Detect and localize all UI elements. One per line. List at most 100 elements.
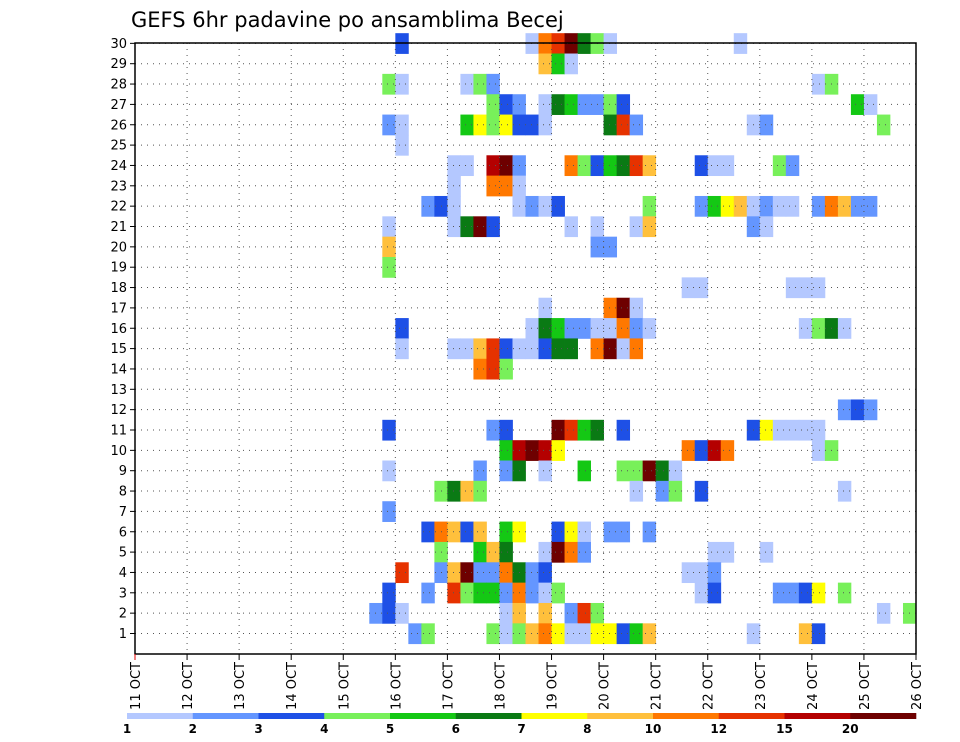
heatmap-cell	[538, 582, 552, 604]
heatmap-cell	[577, 521, 591, 543]
heatmap-cell	[616, 318, 631, 339]
heatmap-cell	[421, 582, 435, 604]
heatmap-cell	[629, 155, 644, 177]
heatmap-cell	[551, 521, 565, 543]
heatmap-cell	[473, 521, 487, 543]
colorbar-swatch	[390, 713, 457, 719]
x-tick-label: 22 OCT	[702, 662, 717, 710]
heatmap-cell	[382, 257, 396, 278]
heatmap-cell	[616, 94, 631, 115]
heatmap-cell	[473, 73, 487, 95]
heatmap-cell	[551, 94, 565, 115]
heatmap-cell	[642, 318, 657, 339]
heatmap-cell	[850, 399, 865, 421]
heatmap-cell	[538, 318, 552, 339]
heatmap-cell	[486, 582, 500, 604]
heatmap-cell	[473, 216, 487, 238]
heatmap-cell	[785, 155, 800, 177]
heatmap-cell	[655, 460, 670, 482]
heatmap-cell	[486, 358, 500, 380]
heatmap-cell	[382, 216, 396, 238]
x-axis-tick-labels: 11 OCT 12 OCT 13 OCT 14 OCT 15 OCT 16 OCT 17 O…	[129, 662, 925, 710]
heatmap-cell	[460, 73, 474, 95]
heatmap-cell	[577, 602, 591, 624]
heatmap-cell	[759, 114, 774, 136]
heatmap-cell	[382, 460, 396, 482]
heatmap-cell	[811, 195, 826, 217]
heatmap-cell	[707, 541, 722, 563]
y-tick-label: 23	[110, 179, 127, 194]
heatmap-cell	[525, 623, 539, 645]
heatmap-cell	[551, 440, 565, 461]
heatmap-cell	[486, 623, 500, 645]
heatmap-cell	[473, 358, 487, 380]
heatmap-cell	[850, 94, 865, 115]
heatmap-cell	[772, 195, 787, 217]
heatmap-cell	[837, 480, 852, 502]
heatmap-cell	[447, 582, 461, 604]
heatmap-cell	[629, 338, 644, 360]
heatmap-cell	[551, 541, 565, 563]
heatmap-cell	[538, 541, 552, 563]
colorbar-swatch	[784, 713, 851, 719]
heatmap-cell	[811, 419, 826, 441]
heatmap-cell	[486, 541, 500, 563]
colorbar-label: 5	[386, 722, 394, 736]
heatmap-cell	[759, 216, 774, 238]
heatmap-cell	[681, 440, 696, 461]
y-tick-label: 10	[110, 444, 127, 459]
heatmap-cell	[499, 521, 513, 543]
heatmap-cell	[499, 623, 513, 645]
heatmap-cell	[863, 94, 878, 115]
heatmap-cell	[642, 195, 657, 217]
heatmap-cell	[499, 541, 513, 563]
heatmap-cell	[382, 236, 396, 258]
y-tick-label: 6	[119, 525, 127, 540]
heatmap-cell	[460, 521, 474, 543]
heatmap-cell	[447, 175, 461, 197]
heatmap-cell	[382, 501, 396, 522]
heatmap-cell	[772, 419, 787, 441]
heatmap-cell	[499, 114, 513, 136]
heatmap-cell	[382, 582, 396, 604]
y-tick-label: 1	[119, 627, 127, 642]
grid-lines	[135, 42, 916, 654]
y-tick-label: 16	[110, 322, 127, 337]
y-tick-label: 25	[110, 139, 127, 154]
heatmap-cell	[577, 623, 591, 645]
y-tick-label: 13	[110, 383, 127, 398]
heatmap-cell	[603, 94, 618, 115]
heatmap-cell	[382, 73, 396, 95]
y-tick-label: 4	[119, 566, 127, 581]
heatmap-cell	[629, 216, 644, 238]
heatmap-cell	[629, 114, 644, 136]
colorbar-swatch	[258, 713, 325, 719]
heatmap-cell	[395, 338, 409, 360]
y-tick-label: 11	[110, 424, 127, 439]
heatmap-cell	[421, 195, 435, 217]
heatmap-cell	[395, 114, 409, 136]
heatmap-cell	[473, 338, 487, 360]
heatmap-cell	[733, 195, 748, 217]
heatmap-cell	[694, 277, 709, 299]
y-tick-label: 2	[119, 607, 127, 622]
heatmap-cell	[603, 236, 618, 258]
heatmap-cell	[577, 94, 591, 115]
heatmap-cell	[499, 94, 513, 115]
heatmap-cell	[616, 521, 631, 543]
heatmap-cell	[499, 582, 513, 604]
heatmap-cell	[694, 195, 709, 217]
x-tick-label: 12 OCT	[181, 662, 196, 710]
heatmap-cell	[369, 602, 383, 624]
heatmap-cell	[694, 155, 709, 177]
heatmap-cell	[798, 623, 813, 645]
heatmap-cell	[473, 562, 487, 584]
colorbar-swatch	[455, 713, 522, 719]
heatmap-cell	[603, 623, 618, 645]
colorbar-label: 8	[583, 722, 591, 736]
colorbar-label: 4	[320, 722, 328, 736]
heatmap-cell	[603, 338, 618, 360]
heatmap-cell	[577, 419, 591, 441]
heatmap-cell	[707, 582, 722, 604]
heatmap-cell	[538, 562, 552, 584]
